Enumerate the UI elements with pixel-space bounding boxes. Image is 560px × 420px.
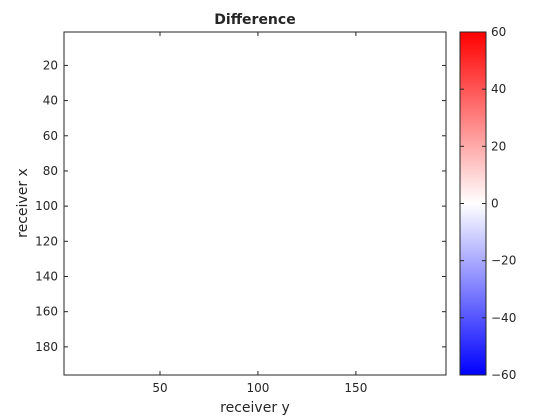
- x-tick-label: 150: [344, 381, 367, 395]
- y-tick-label: 160: [35, 305, 58, 319]
- y-tick-label: 80: [43, 164, 58, 178]
- colorbar: [459, 31, 487, 376]
- y-axis-label: receiver x: [15, 168, 31, 238]
- y-tick-label: 60: [43, 129, 58, 143]
- colorbar-tick-label: 40: [491, 82, 506, 96]
- colorbar-tick-label: 0: [491, 197, 499, 211]
- y-tick-label: 120: [35, 234, 58, 248]
- y-tick-label: 20: [43, 58, 58, 72]
- colorbar-tick-label: 20: [491, 139, 506, 153]
- colorbar-tick-label: −20: [491, 254, 516, 268]
- x-tick-label: 50: [152, 381, 167, 395]
- y-tick-label: 40: [43, 94, 58, 108]
- y-tick-label: 100: [35, 199, 58, 213]
- x-axis-label: receiver y: [220, 400, 290, 416]
- chart-title: Difference: [214, 12, 295, 28]
- colorbar-ticks: 60 40 20 0 −20 −40 −60: [460, 25, 516, 382]
- y-axis: 20 40 60 80 100 120 140 160 180: [35, 58, 446, 354]
- plot-area: [64, 32, 446, 375]
- x-tick-label: 100: [246, 381, 269, 395]
- y-tick-label: 140: [35, 269, 58, 283]
- colorbar-tick-label: −60: [491, 368, 516, 382]
- colorbar-tick-label: −40: [491, 311, 516, 325]
- y-tick-label: 180: [35, 340, 58, 354]
- plot-frame: [63, 31, 447, 376]
- x-axis: 50 100 150: [152, 32, 367, 395]
- colorbar-tick-label: 60: [491, 25, 506, 39]
